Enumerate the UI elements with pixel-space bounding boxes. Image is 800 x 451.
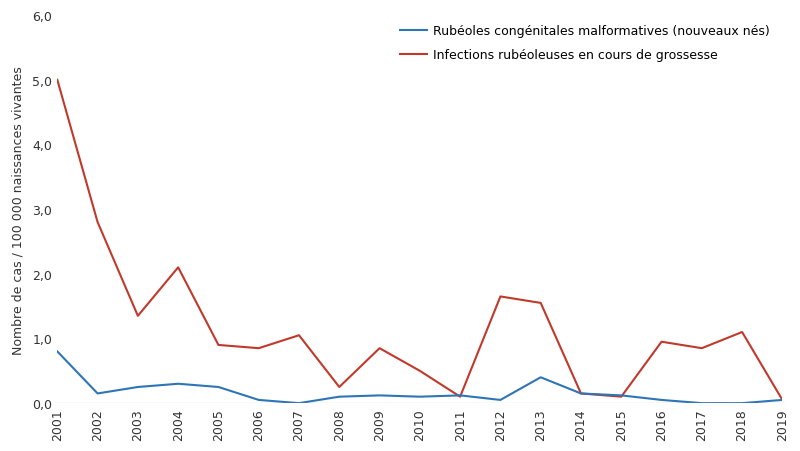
Infections rubéoleuses en cours de grossesse bbox=[576, 391, 586, 396]
Rubéoles congénitales malformatives (nouveaux nés) bbox=[778, 397, 787, 403]
Rubéoles congénitales malformatives (nouveaux nés) bbox=[536, 375, 546, 380]
Rubéoles congénitales malformatives (nouveaux nés) bbox=[496, 397, 506, 403]
Infections rubéoleuses en cours de grossesse bbox=[536, 300, 546, 306]
Infections rubéoleuses en cours de grossesse bbox=[93, 220, 102, 226]
Infections rubéoleuses en cours de grossesse bbox=[657, 339, 666, 345]
Rubéoles congénitales malformatives (nouveaux nés) bbox=[576, 391, 586, 396]
Infections rubéoleuses en cours de grossesse bbox=[214, 342, 223, 348]
Rubéoles congénitales malformatives (nouveaux nés) bbox=[214, 384, 223, 390]
Rubéoles congénitales malformatives (nouveaux nés) bbox=[254, 397, 263, 403]
Rubéoles congénitales malformatives (nouveaux nés) bbox=[294, 400, 304, 406]
Line: Infections rubéoleuses en cours de grossesse: Infections rubéoleuses en cours de gross… bbox=[58, 81, 782, 400]
Rubéoles congénitales malformatives (nouveaux nés) bbox=[455, 393, 465, 398]
Rubéoles congénitales malformatives (nouveaux nés) bbox=[53, 349, 62, 354]
Rubéoles congénitales malformatives (nouveaux nés) bbox=[657, 397, 666, 403]
Infections rubéoleuses en cours de grossesse bbox=[455, 394, 465, 400]
Infections rubéoleuses en cours de grossesse bbox=[133, 313, 142, 319]
Rubéoles congénitales malformatives (nouveaux nés) bbox=[133, 384, 142, 390]
Infections rubéoleuses en cours de grossesse bbox=[254, 346, 263, 351]
Infections rubéoleuses en cours de grossesse bbox=[697, 346, 706, 351]
Infections rubéoleuses en cours de grossesse bbox=[374, 346, 384, 351]
Line: Rubéoles congénitales malformatives (nouveaux nés): Rubéoles congénitales malformatives (nou… bbox=[58, 352, 782, 403]
Infections rubéoleuses en cours de grossesse bbox=[415, 368, 425, 374]
Infections rubéoleuses en cours de grossesse bbox=[496, 294, 506, 299]
Infections rubéoleuses en cours de grossesse bbox=[53, 78, 62, 83]
Rubéoles congénitales malformatives (nouveaux nés) bbox=[617, 393, 626, 398]
Rubéoles congénitales malformatives (nouveaux nés) bbox=[174, 381, 183, 387]
Infections rubéoleuses en cours de grossesse bbox=[334, 384, 344, 390]
Rubéoles congénitales malformatives (nouveaux nés) bbox=[374, 393, 384, 398]
Rubéoles congénitales malformatives (nouveaux nés) bbox=[334, 394, 344, 400]
Infections rubéoleuses en cours de grossesse bbox=[738, 330, 747, 335]
Rubéoles congénitales malformatives (nouveaux nés) bbox=[93, 391, 102, 396]
Rubéoles congénitales malformatives (nouveaux nés) bbox=[415, 394, 425, 400]
Infections rubéoleuses en cours de grossesse bbox=[778, 397, 787, 403]
Infections rubéoleuses en cours de grossesse bbox=[294, 333, 304, 338]
Y-axis label: Nombre de cas / 100 000 naissances vivantes: Nombre de cas / 100 000 naissances vivan… bbox=[11, 65, 24, 354]
Legend: Rubéoles congénitales malformatives (nouveaux nés), Infections rubéoleuses en co: Rubéoles congénitales malformatives (nou… bbox=[394, 20, 775, 67]
Rubéoles congénitales malformatives (nouveaux nés) bbox=[697, 400, 706, 406]
Infections rubéoleuses en cours de grossesse bbox=[617, 394, 626, 400]
Infections rubéoleuses en cours de grossesse bbox=[174, 265, 183, 271]
Rubéoles congénitales malformatives (nouveaux nés) bbox=[738, 400, 747, 406]
